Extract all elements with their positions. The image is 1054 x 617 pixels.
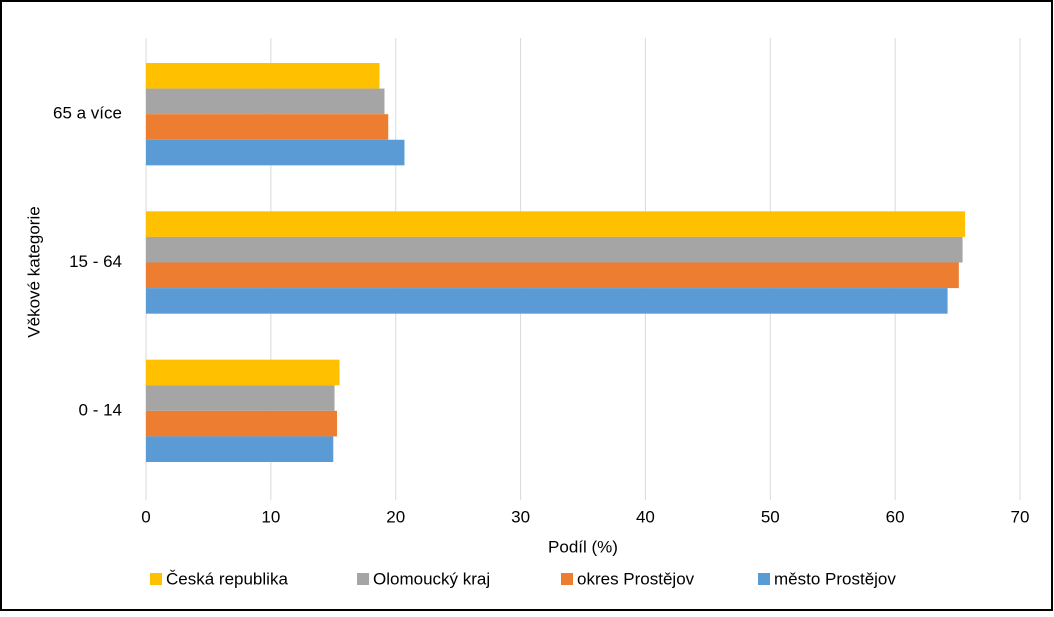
x-axis-title: Podíl (%)	[548, 537, 618, 556]
bar	[146, 359, 340, 386]
bar	[146, 88, 385, 115]
x-tick-label: 20	[386, 507, 405, 526]
bar	[146, 262, 959, 289]
y-tick-label: 15 - 64	[69, 252, 122, 271]
legend-swatch	[357, 573, 369, 585]
bar	[146, 62, 380, 89]
x-tick-label: 0	[141, 507, 150, 526]
legend-label: Česká republika	[166, 569, 288, 588]
bar	[146, 436, 334, 463]
bar	[146, 410, 338, 437]
legend-label: Olomoucký kraj	[373, 569, 490, 588]
legend-label: město Prostějov	[774, 569, 896, 588]
bar	[146, 139, 405, 166]
x-tick-label: 30	[511, 507, 530, 526]
y-tick-label: 65 a více	[53, 104, 122, 123]
x-tick-label: 70	[1011, 507, 1030, 526]
bar	[146, 236, 963, 263]
legend-swatch	[150, 573, 162, 585]
bar	[146, 114, 389, 140]
y-tick-label: 0 - 14	[79, 400, 122, 419]
legend-label: okres Prostějov	[577, 569, 695, 588]
x-tick-label: 40	[636, 507, 655, 526]
x-tick-label: 50	[761, 507, 780, 526]
x-tick-label: 60	[886, 507, 905, 526]
legend-swatch	[561, 573, 573, 585]
y-axis-title: Věkové kategorie	[24, 206, 43, 337]
x-tick-label: 10	[261, 507, 280, 526]
bar	[146, 211, 966, 237]
bar	[146, 288, 948, 314]
legend-swatch	[758, 573, 770, 585]
bar	[146, 385, 335, 411]
